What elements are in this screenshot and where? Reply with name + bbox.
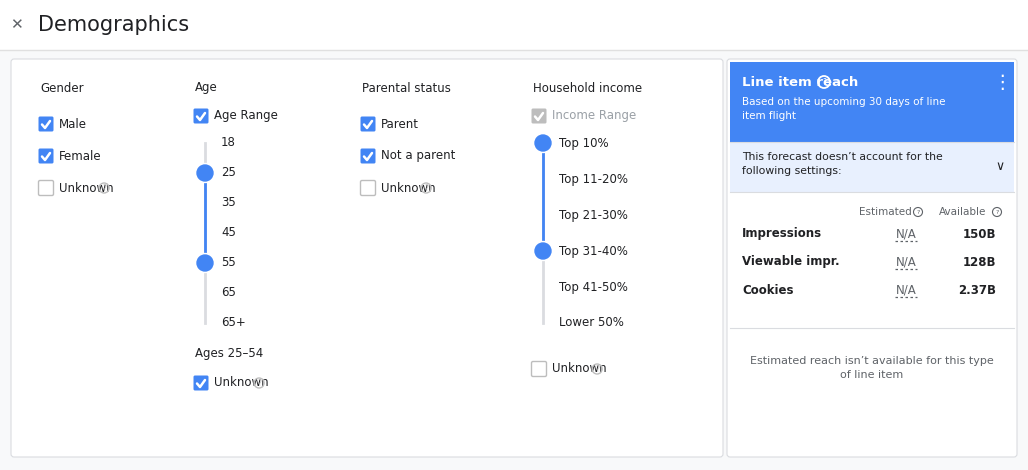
Bar	[0, 50, 1028, 470]
Text: Female: Female	[59, 149, 102, 163]
Text: Not a parent: Not a parent	[381, 149, 455, 163]
FancyBboxPatch shape	[38, 180, 53, 196]
Text: Top 41-50%: Top 41-50%	[559, 281, 628, 293]
Text: Age Range: Age Range	[214, 110, 278, 123]
Text: Based on the upcoming 30 days of line
item flight: Based on the upcoming 30 days of line it…	[742, 97, 946, 121]
Text: 150B: 150B	[962, 227, 996, 241]
Text: ?: ?	[102, 184, 106, 193]
Text: ∨: ∨	[995, 160, 1004, 173]
Text: This forecast doesn’t account for the
following settings:: This forecast doesn’t account for the fo…	[742, 152, 943, 176]
Text: N/A: N/A	[895, 283, 916, 297]
Text: 18: 18	[221, 136, 235, 149]
Text: Impressions: Impressions	[742, 227, 822, 241]
Text: Line item reach: Line item reach	[742, 76, 858, 88]
Text: 2.37B: 2.37B	[958, 283, 996, 297]
FancyBboxPatch shape	[531, 361, 547, 376]
Circle shape	[534, 133, 552, 152]
Text: N/A: N/A	[895, 227, 916, 241]
Text: Available: Available	[939, 207, 986, 217]
Text: 55: 55	[221, 257, 235, 269]
Text: Parent: Parent	[381, 118, 419, 131]
Circle shape	[197, 255, 213, 271]
FancyBboxPatch shape	[38, 149, 53, 164]
Text: ?: ?	[595, 365, 599, 374]
FancyBboxPatch shape	[38, 117, 53, 132]
Text: Ages 25–54: Ages 25–54	[195, 346, 263, 360]
Text: ?: ?	[425, 184, 428, 193]
Text: ?: ?	[995, 210, 998, 215]
Text: Top 11-20%: Top 11-20%	[559, 172, 628, 186]
Circle shape	[535, 243, 551, 259]
Text: 65+: 65+	[221, 316, 246, 329]
Text: Unknown: Unknown	[214, 376, 268, 390]
Text: Household income: Household income	[533, 81, 642, 94]
Text: ✕: ✕	[9, 17, 23, 32]
Text: Parental status: Parental status	[362, 81, 451, 94]
FancyBboxPatch shape	[193, 376, 209, 391]
Text: 25: 25	[221, 166, 235, 180]
Bar	[730, 142, 1014, 192]
Text: Gender: Gender	[40, 81, 83, 94]
Text: N/A: N/A	[895, 256, 916, 268]
Circle shape	[197, 165, 213, 181]
Text: ?: ?	[822, 78, 827, 87]
Text: Age: Age	[195, 81, 218, 94]
Text: Male: Male	[59, 118, 87, 131]
FancyBboxPatch shape	[193, 109, 209, 124]
FancyBboxPatch shape	[531, 109, 547, 124]
Text: Top 21-30%: Top 21-30%	[559, 209, 628, 221]
Text: Demographics: Demographics	[38, 15, 189, 35]
Text: Estimated: Estimated	[859, 207, 912, 217]
Text: 65: 65	[221, 287, 235, 299]
FancyBboxPatch shape	[11, 59, 723, 457]
Bar	[0, 0, 1028, 50]
Text: Estimated reach isn’t available for this type
of line item: Estimated reach isn’t available for this…	[750, 356, 994, 380]
Text: 128B: 128B	[962, 256, 996, 268]
Text: ⋮: ⋮	[992, 72, 1012, 92]
Text: Cookies: Cookies	[742, 283, 794, 297]
FancyBboxPatch shape	[361, 117, 375, 132]
Circle shape	[195, 164, 215, 182]
Text: ?: ?	[257, 379, 261, 388]
FancyBboxPatch shape	[361, 180, 375, 196]
Text: 35: 35	[221, 196, 235, 210]
FancyBboxPatch shape	[361, 149, 375, 164]
Text: Top 10%: Top 10%	[559, 136, 609, 149]
Bar	[730, 132, 1014, 142]
Text: 45: 45	[221, 227, 235, 240]
Text: Unknown: Unknown	[552, 362, 607, 376]
Text: Lower 50%: Lower 50%	[559, 316, 624, 329]
Text: Income Range: Income Range	[552, 110, 636, 123]
Circle shape	[195, 253, 215, 273]
Text: Top 31-40%: Top 31-40%	[559, 244, 628, 258]
Text: Unknown: Unknown	[59, 181, 114, 195]
FancyBboxPatch shape	[727, 59, 1017, 457]
Text: Unknown: Unknown	[381, 181, 436, 195]
Text: ?: ?	[916, 210, 920, 215]
FancyBboxPatch shape	[730, 62, 1014, 142]
Circle shape	[535, 135, 551, 151]
Circle shape	[534, 242, 552, 260]
Text: Viewable impr.: Viewable impr.	[742, 256, 840, 268]
